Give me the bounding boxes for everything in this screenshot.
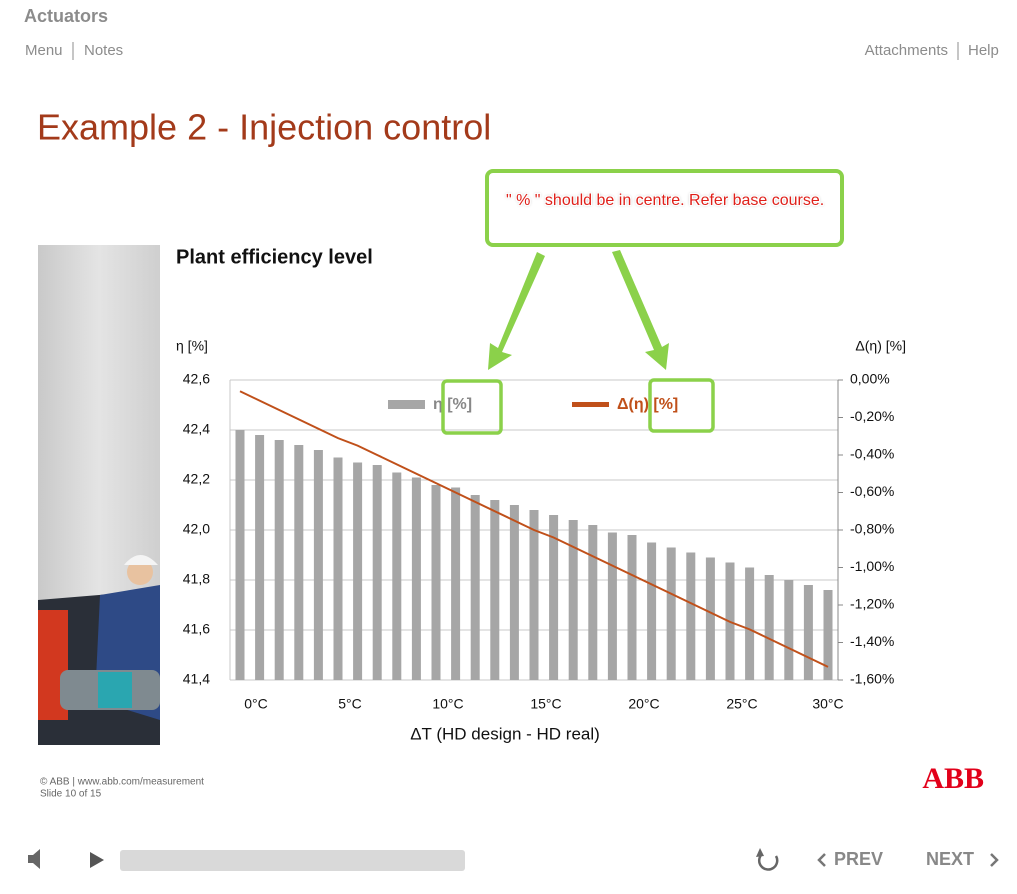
y2-axis-label: Δ(η) [%] — [855, 338, 906, 354]
bar — [647, 542, 657, 680]
bar — [235, 430, 245, 680]
bar — [764, 575, 774, 680]
review-comment: " % " should be in centre. Refer base co… — [506, 192, 825, 209]
y2-tick-label: -0,20% — [850, 408, 894, 424]
chart-title: Plant efficiency level — [176, 246, 373, 268]
prev-arrow — [817, 853, 826, 867]
bar — [745, 567, 755, 680]
x-tick-label: 20°C — [628, 696, 659, 712]
bar — [294, 445, 304, 680]
y-tick-label: 42,6 — [183, 371, 210, 387]
comment-box — [485, 169, 844, 247]
arrow — [612, 250, 669, 370]
slide-number: Slide 10 of 15 — [40, 789, 102, 800]
volume-button[interactable] — [28, 849, 40, 869]
x-tick-label: 0°C — [244, 696, 268, 712]
bar — [784, 580, 794, 680]
menu-link[interactable]: Menu — [25, 42, 63, 59]
slide-title: Example 2 - Injection control — [37, 107, 491, 148]
review-annotation — [441, 169, 844, 435]
course-title: Actuators — [24, 6, 108, 26]
bar — [411, 477, 421, 680]
worker-head — [127, 559, 153, 585]
x-tick-label: 15°C — [530, 696, 561, 712]
x-tick-label: 10°C — [432, 696, 463, 712]
bar — [823, 590, 833, 680]
highlight-box — [441, 379, 503, 435]
next-arrow — [990, 853, 999, 867]
x-tick-label: 25°C — [726, 696, 757, 712]
x-axis-label: ΔT (HD design - HD real) — [410, 724, 600, 743]
bar — [470, 495, 480, 680]
bar — [451, 487, 461, 680]
bar — [255, 435, 265, 680]
y2-tick-label: -1,60% — [850, 671, 894, 687]
y-axis-label: η [%] — [176, 338, 208, 354]
replay-button[interactable] — [757, 853, 779, 871]
y-tick-label: 42,2 — [183, 471, 210, 487]
legend-swatch — [572, 402, 609, 407]
progress-bar[interactable] — [120, 850, 465, 871]
replay-arrow — [756, 848, 764, 857]
bar — [627, 535, 637, 680]
y-tick-label: 42,4 — [183, 421, 210, 437]
y2-tick-label: 0,00% — [850, 371, 890, 387]
copyright: © ABB | www.abb.com/measurement — [40, 777, 204, 788]
y-tick-label: 41,4 — [183, 671, 210, 687]
help-link[interactable]: Help — [968, 42, 999, 59]
attachments-link[interactable]: Attachments — [865, 42, 948, 59]
highlight-box — [648, 378, 715, 433]
bar — [509, 505, 519, 680]
y-tick-label: 41,8 — [183, 571, 210, 587]
next-button[interactable]: NEXT — [926, 849, 974, 869]
legend-label: Δ(η) [%] — [617, 396, 678, 413]
bar — [313, 450, 323, 680]
bar — [529, 510, 539, 680]
pipe-band — [98, 672, 132, 708]
x-tick-label: 30°C — [812, 696, 843, 712]
bar — [666, 547, 676, 680]
bar — [490, 500, 500, 680]
prev-button[interactable]: PREV — [834, 849, 883, 869]
bar — [392, 472, 402, 680]
y2-tick-label: -1,20% — [850, 596, 894, 612]
abb-logo: ABB — [922, 762, 984, 795]
bar — [333, 457, 343, 680]
photo — [38, 245, 160, 745]
legend-swatch — [388, 400, 425, 409]
bar — [588, 525, 598, 680]
y-tick-label: 42,0 — [183, 521, 210, 537]
bar — [431, 485, 441, 680]
bar — [607, 532, 617, 680]
bar — [353, 462, 363, 680]
y2-tick-label: -1,00% — [850, 558, 894, 574]
x-tick-label: 5°C — [338, 696, 362, 712]
y-tick-label: 41,6 — [183, 621, 210, 637]
arrow — [488, 252, 545, 370]
player-bar: PREV NEXT — [28, 848, 999, 871]
notes-link[interactable]: Notes — [84, 42, 123, 59]
play-button[interactable] — [90, 852, 104, 868]
worker-helmet — [124, 555, 158, 565]
y2-tick-label: -0,80% — [850, 521, 894, 537]
y2-tick-label: -0,40% — [850, 446, 894, 462]
bar — [705, 557, 715, 680]
chart: Plant efficiency level η [%] Δ(η) [%] ΔT… — [176, 246, 906, 743]
y2-tick-label: -1,40% — [850, 633, 894, 649]
bar — [803, 585, 813, 680]
y2-tick-label: -0,60% — [850, 483, 894, 499]
bar — [549, 515, 559, 680]
bar — [568, 520, 578, 680]
bar — [372, 465, 382, 680]
legend-label: η [%] — [433, 396, 472, 413]
bar — [274, 440, 284, 680]
bar — [686, 552, 696, 680]
line — [239, 390, 829, 668]
